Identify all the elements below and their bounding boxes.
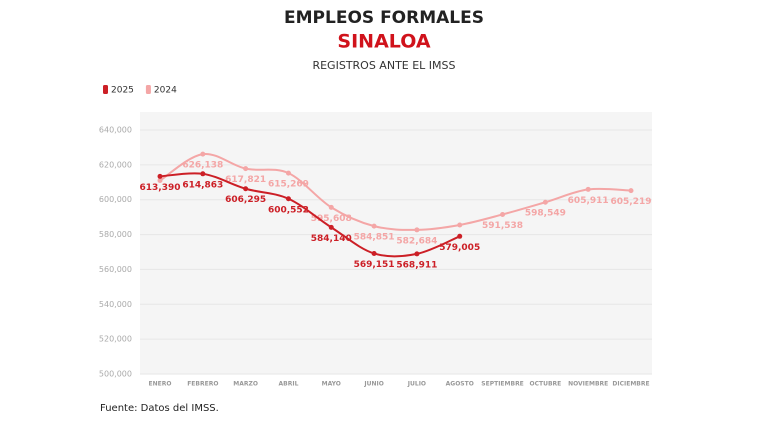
x-tick-label: OCTUBRE (529, 381, 561, 388)
data-label: 614,863 (182, 180, 223, 190)
data-label: 568,911 (396, 260, 437, 270)
point (243, 186, 249, 192)
y-tick-label: 540,000 (99, 300, 132, 309)
legend-label: 2024 (154, 86, 177, 96)
data-label: 605,911 (568, 196, 609, 206)
chart-description: REGISTROS ANTE EL IMSS (312, 59, 455, 72)
point (457, 233, 463, 239)
data-label: 600,552 (268, 205, 309, 215)
y-tick-label: 560,000 (99, 265, 132, 274)
point (542, 199, 548, 205)
point (585, 186, 591, 192)
data-label: 579,005 (439, 243, 480, 253)
x-tick-label: MAYO (322, 381, 341, 388)
point (328, 224, 334, 230)
series-line (159, 172, 461, 258)
point (628, 188, 634, 194)
point (157, 173, 163, 179)
y-tick-label: 500,000 (99, 370, 132, 379)
point (371, 223, 377, 229)
x-tick-label: AGOSTO (446, 381, 474, 388)
data-label: 605,219 (611, 197, 652, 207)
data-label: 615,269 (268, 180, 309, 190)
data-label: 595,608 (311, 214, 352, 224)
x-tick-label: ABRIL (279, 381, 299, 388)
point (200, 171, 206, 177)
x-tick-label: JUNIO (363, 381, 383, 388)
data-label: 626,138 (182, 161, 223, 171)
y-tick-label: 520,000 (99, 335, 132, 344)
data-label: 591,538 (482, 221, 523, 231)
data-label: 617,821 (225, 175, 266, 185)
x-tick-label: SEPTIEMBRE (481, 381, 524, 388)
data-label: 582,684 (396, 236, 437, 246)
y-tick-label: 620,000 (99, 160, 132, 169)
data-label: 584,851 (354, 233, 395, 243)
legend-label: 2025 (111, 86, 134, 96)
data-label: 598,549 (525, 209, 566, 219)
point (157, 178, 163, 184)
x-tick-label: MARZO (233, 381, 258, 388)
x-tick-label: DICIEMBRE (612, 381, 649, 388)
x-tick-label: JULIO (407, 381, 426, 388)
point (371, 250, 377, 256)
x-tick-label: FEBRERO (187, 381, 218, 388)
point (457, 222, 463, 228)
chart-title: EMPLEOS FORMALES (284, 8, 484, 28)
data-label: 613,390 (140, 183, 181, 193)
data-label: 569,151 (354, 260, 395, 270)
source: Fuente: Datos del IMSS. (100, 403, 219, 414)
point (414, 227, 420, 233)
legend-swatch (103, 85, 108, 94)
point (500, 211, 506, 217)
point (243, 166, 249, 172)
y-tick-label: 600,000 (99, 195, 132, 204)
point (414, 251, 420, 257)
x-tick-label: NOVIEMBRE (568, 381, 608, 388)
x-tick-label: ENERO (149, 381, 172, 388)
data-label: 606,295 (225, 195, 266, 205)
point (285, 196, 291, 202)
data-label: 584,140 (311, 234, 352, 244)
y-tick-label: 640,000 (99, 126, 132, 135)
point (200, 151, 206, 157)
chart-subtitle: SINALOA (337, 31, 430, 53)
legend-swatch (145, 85, 151, 94)
plot-background (140, 112, 652, 374)
series-line (159, 153, 632, 231)
y-tick-label: 580,000 (99, 230, 132, 239)
point (328, 204, 334, 210)
point (285, 170, 291, 176)
